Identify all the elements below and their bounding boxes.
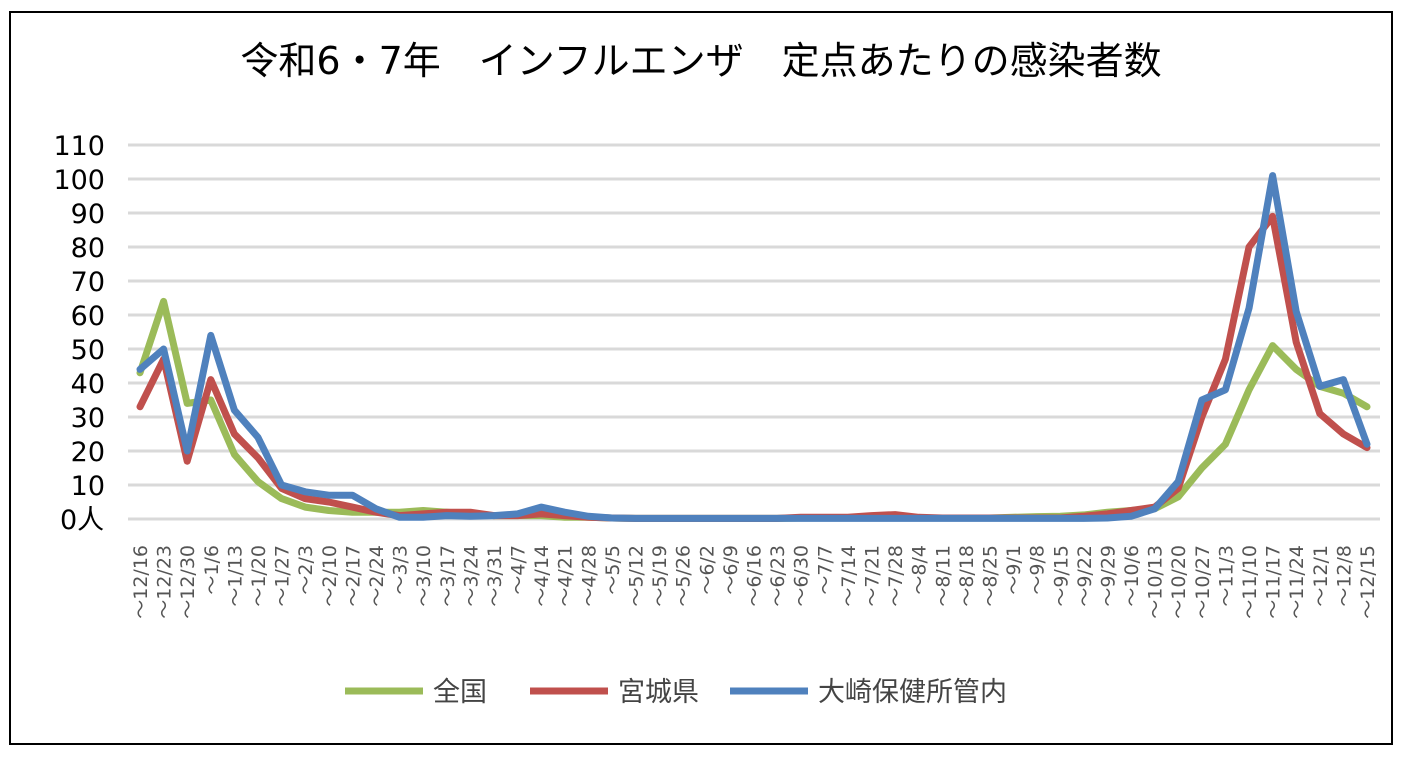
x-tick-label: ～11/10 — [1239, 545, 1261, 619]
x-tick-label: ～12/23 — [154, 545, 176, 619]
y-tick-label: 0人 — [60, 505, 104, 536]
x-tick-label: ～8/18 — [956, 545, 978, 607]
x-tick-label: ～12/16 — [130, 545, 152, 619]
x-tick-label: ～8/25 — [979, 545, 1001, 607]
x-tick-label: ～3/3 — [390, 545, 412, 595]
x-tick-label: ～5/26 — [673, 545, 695, 607]
x-tick-label: ～10/20 — [1168, 545, 1190, 619]
x-tick-label: ～9/22 — [1074, 545, 1096, 607]
chart-title: 令和6・7年 インフルエンザ 定点あたりの感染者数 — [240, 39, 1162, 83]
x-tick-label: ～5/5 — [602, 545, 624, 595]
x-tick-label: ～7/28 — [885, 545, 907, 607]
x-tick-label: ～1/20 — [248, 545, 270, 607]
y-tick-label: 110 — [53, 131, 105, 162]
x-tick-label: ～9/29 — [1097, 545, 1119, 607]
x-tick-label: ～5/19 — [649, 545, 671, 607]
y-tick-label: 70 — [71, 267, 105, 298]
y-tick-label: 10 — [71, 471, 105, 502]
x-tick-label: ～5/12 — [626, 545, 648, 607]
x-tick-label: ～3/17 — [437, 545, 459, 607]
x-tick-label: ～11/3 — [1215, 545, 1237, 607]
x-tick-label: ～6/16 — [744, 545, 766, 607]
x-tick-label: ～1/6 — [201, 545, 223, 595]
x-tick-label: ～9/15 — [1050, 545, 1072, 607]
x-tick-label: ～12/8 — [1333, 545, 1355, 607]
x-tick-label: ～8/11 — [932, 545, 954, 607]
x-tick-label: ～10/6 — [1121, 545, 1143, 607]
x-tick-label: ～8/4 — [909, 545, 931, 595]
y-tick-label: 60 — [71, 301, 105, 332]
x-tick-label: ～9/1 — [1003, 545, 1025, 595]
x-tick-label: ～2/24 — [366, 545, 388, 607]
x-tick-label: ～3/10 — [413, 545, 435, 607]
x-tick-label: ～6/2 — [696, 545, 718, 595]
x-tick-label: ～7/7 — [814, 545, 836, 595]
y-tick-label: 40 — [71, 369, 105, 400]
x-tick-label: ～6/23 — [767, 545, 789, 607]
x-tick-label: ～1/13 — [224, 545, 246, 607]
chart-frame — [9, 11, 1393, 745]
x-tick-label: ～10/13 — [1145, 545, 1167, 619]
x-tick-label: ～2/17 — [342, 545, 364, 607]
x-tick-label: ～12/30 — [177, 545, 199, 619]
x-tick-label: ～12/15 — [1357, 545, 1379, 619]
x-tick-label: ～2/3 — [295, 545, 317, 595]
y-tick-label: 100 — [53, 165, 105, 196]
x-tick-label: ～6/9 — [720, 545, 742, 595]
y-tick-label: 30 — [71, 403, 105, 434]
x-tick-label: ～3/31 — [484, 545, 506, 607]
y-tick-label: 80 — [71, 233, 105, 264]
x-tick-label: ～11/24 — [1286, 545, 1308, 619]
series-line — [136, 172, 1371, 522]
x-tick-label: ～7/14 — [838, 545, 860, 607]
legend-label: 宮城県 — [618, 677, 699, 708]
x-tick-label: ～11/17 — [1263, 545, 1285, 619]
y-tick-label: 20 — [71, 437, 105, 468]
y-tick-label: 90 — [71, 199, 105, 230]
x-tick-label: ～12/1 — [1310, 545, 1332, 607]
x-tick-label: ～4/21 — [555, 545, 577, 607]
x-tick-label: ～10/27 — [1192, 545, 1214, 619]
x-tick-label: ～4/14 — [531, 545, 553, 607]
x-tick-label: ～6/30 — [791, 545, 813, 607]
legend-label: 全国 — [433, 677, 487, 708]
x-tick-label: ～4/7 — [508, 545, 530, 595]
x-tick-label: ～2/10 — [319, 545, 341, 607]
legend-label: 大崎保健所管内 — [818, 677, 1007, 708]
y-tick-label: 50 — [71, 335, 105, 366]
x-tick-label: ～9/8 — [1027, 545, 1049, 595]
x-tick-label: ～3/24 — [460, 545, 482, 607]
x-tick-label: ～7/21 — [861, 545, 883, 607]
x-tick-label: ～1/27 — [272, 545, 294, 607]
x-tick-label: ～4/28 — [578, 545, 600, 607]
